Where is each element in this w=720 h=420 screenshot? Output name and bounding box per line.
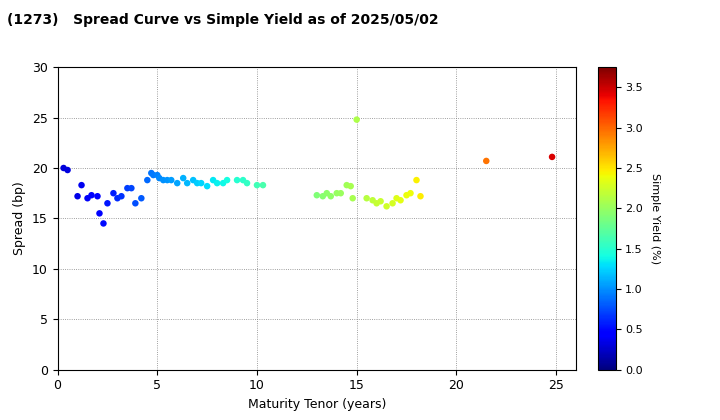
Point [130,200,141,207]
Point [231,177,243,184]
Point [257,182,269,189]
Point [151,172,163,178]
Point [241,180,253,186]
Y-axis label: Simple Yield (%): Simple Yield (%) [649,173,660,264]
Point [58,165,69,171]
Point [102,200,113,207]
Point [345,183,356,189]
Point [98,220,109,227]
Point [161,177,173,184]
Point [546,154,558,160]
Point [187,177,199,184]
Point [171,180,183,186]
Point [480,158,492,164]
Point [221,177,233,184]
Text: (1273)   Spread Curve vs Simple Yield as of 2025/05/02: (1273) Spread Curve vs Simple Yield as o… [7,13,438,26]
Point [195,180,207,186]
X-axis label: Maturity Tenor (years): Maturity Tenor (years) [248,398,386,411]
Point [375,198,387,205]
Point [381,203,392,210]
Point [91,193,103,199]
Point [122,185,133,192]
Point [177,175,189,181]
Point [341,182,353,189]
Point [148,172,159,178]
Point [391,195,402,202]
Point [142,177,153,184]
Point [347,195,359,202]
Point [351,116,362,123]
Point [371,200,382,207]
Point [410,177,422,184]
Point [335,190,346,197]
Point [395,197,406,204]
Point [311,192,323,199]
Point [202,183,213,189]
Point [405,190,416,197]
Point [251,182,263,189]
Point [94,210,105,217]
Point [325,193,336,199]
Point [217,180,229,186]
Point [367,197,379,204]
Point [321,190,333,197]
Point [331,190,343,197]
Y-axis label: Spread (bp): Spread (bp) [14,181,27,255]
Point [72,193,84,199]
Point [86,192,97,199]
Point [82,195,94,202]
Point [116,193,127,199]
Point [415,193,426,199]
Point [361,195,372,202]
Point [207,177,219,184]
Point [387,200,398,207]
Point [166,177,177,184]
Point [158,177,169,184]
Point [145,170,157,176]
Point [125,185,137,192]
Point [192,180,203,186]
Point [401,192,413,199]
Point [153,175,165,181]
Point [181,180,193,186]
Point [212,180,223,186]
Point [317,193,328,199]
Point [62,167,73,173]
Point [238,177,249,184]
Point [76,182,87,189]
Point [112,195,123,202]
Point [135,195,147,202]
Point [108,190,120,197]
